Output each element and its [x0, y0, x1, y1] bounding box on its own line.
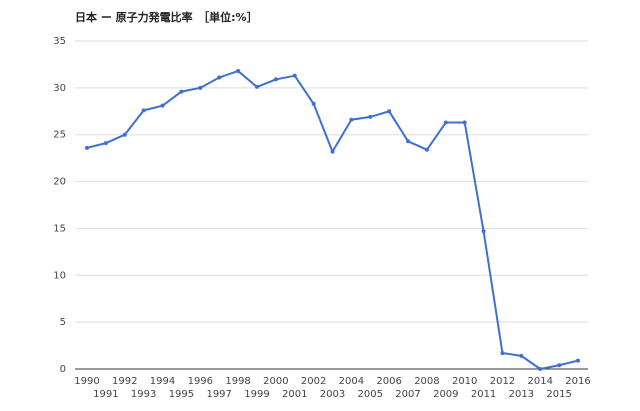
data-point	[387, 109, 392, 114]
y-tick-label: 10	[53, 270, 66, 281]
y-tick-label: 5	[60, 317, 66, 328]
x-tick-label: 2006	[376, 376, 401, 387]
x-tick-label: 2003	[320, 389, 345, 400]
x-tick-label: 1991	[93, 389, 118, 400]
data-point	[198, 85, 203, 90]
x-tick-label: 1998	[225, 376, 250, 387]
y-tick-label: 30	[53, 83, 66, 94]
x-tick-label: 1997	[206, 389, 231, 400]
data-point	[462, 120, 467, 125]
data-point	[500, 351, 505, 356]
data-point	[292, 73, 297, 78]
data-point	[519, 353, 524, 358]
data-point	[424, 147, 429, 152]
data-point	[330, 149, 335, 154]
data-point	[217, 75, 222, 80]
x-tick-label: 2000	[263, 376, 288, 387]
data-point	[160, 103, 165, 108]
y-tick-label: 15	[53, 223, 66, 234]
data-point	[103, 141, 108, 146]
data-point	[443, 120, 448, 125]
data-point	[557, 363, 562, 368]
data-point	[179, 89, 184, 94]
x-tick-label: 1996	[188, 376, 213, 387]
data-point	[85, 145, 89, 150]
data-point	[576, 358, 580, 363]
data-point	[236, 68, 241, 73]
x-tick-label: 2001	[282, 389, 307, 400]
data-point	[538, 367, 543, 371]
data-point	[141, 108, 146, 113]
x-tick-label: 2004	[339, 376, 364, 387]
x-tick-label: 1994	[150, 376, 175, 387]
x-tick-label: 2007	[395, 389, 420, 400]
y-tick-label: 25	[53, 130, 66, 141]
data-point	[311, 101, 316, 106]
x-tick-label: 2014	[528, 376, 553, 387]
data-point	[481, 229, 486, 234]
data-point	[254, 84, 259, 89]
x-tick-label: 2002	[301, 376, 326, 387]
x-tick-label: 2016	[565, 376, 590, 387]
x-tick-label: 1992	[112, 376, 137, 387]
x-tick-label: 1993	[131, 389, 156, 400]
x-tick-label: 2005	[358, 389, 383, 400]
x-tick-label: 2015	[546, 389, 571, 400]
data-point	[406, 139, 411, 144]
x-tick-label: 2012	[490, 376, 515, 387]
data-line	[86, 69, 579, 371]
x-tick-label: 2010	[452, 376, 477, 387]
x-tick-label: 2009	[433, 389, 458, 400]
data-point	[273, 77, 278, 82]
chart-title: 日本 ー 原子力発電比率 ［単位:%］	[75, 10, 258, 24]
data-point	[349, 117, 354, 122]
y-tick-label: 20	[53, 177, 66, 188]
y-tick-label: 35	[53, 36, 66, 47]
x-tick-label: 2011	[471, 389, 496, 400]
x-tick-label: 1999	[244, 389, 269, 400]
x-tick-label: 2008	[414, 376, 439, 387]
x-tick-label: 2013	[509, 389, 534, 400]
x-tick-label: 1995	[169, 389, 194, 400]
data-point	[122, 132, 127, 137]
x-tick-label: 1990	[74, 376, 99, 387]
y-tick-label: 0	[60, 364, 66, 375]
data-point	[368, 114, 373, 119]
